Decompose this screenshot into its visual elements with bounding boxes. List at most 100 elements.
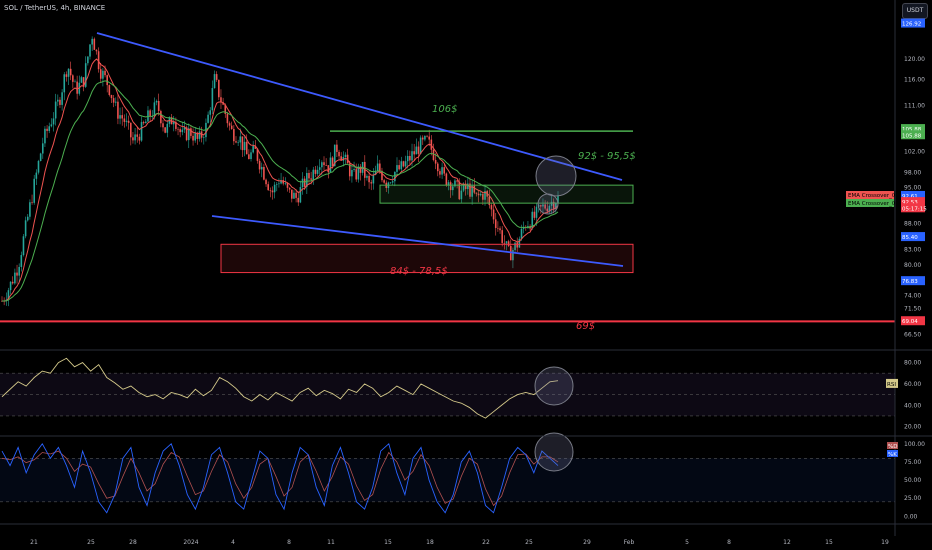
candle-body (273, 184, 276, 193)
candle-body (314, 169, 317, 174)
candle-body (267, 184, 269, 191)
candle-body (492, 209, 495, 220)
candle-body (467, 183, 469, 190)
stoch-d-line (1, 450, 559, 507)
candle-body (125, 120, 128, 122)
candle-body (76, 81, 78, 94)
candle-body (52, 118, 55, 125)
candle-body (299, 187, 302, 203)
candle-body (209, 110, 212, 115)
candle-body (187, 128, 190, 141)
candle-body (531, 211, 534, 229)
candle-body (243, 141, 246, 151)
candle-body (411, 151, 413, 161)
candle-body (239, 136, 242, 143)
candle-body (494, 219, 497, 228)
candle-body (389, 182, 392, 184)
candle-body (323, 162, 325, 166)
price-tag (901, 190, 925, 200)
candle-body (325, 165, 327, 166)
annotation-label: 92$ - 95,5$ (578, 151, 636, 162)
candle-body (123, 118, 126, 122)
candle-body (406, 155, 409, 162)
annotation-label: 84$ - 78,5$ (390, 266, 448, 277)
candle-body (424, 135, 426, 140)
candle-body (9, 281, 12, 291)
candle-body (376, 163, 379, 171)
candle-body (501, 230, 503, 243)
price-tag (901, 124, 925, 134)
candle-body (54, 101, 57, 119)
candle-body (177, 128, 179, 130)
candle-body (185, 127, 188, 141)
candle-body (359, 166, 362, 173)
candle-body (48, 126, 51, 131)
candle-body (295, 192, 297, 198)
candle-body (50, 124, 53, 127)
candle-body (138, 136, 141, 141)
rsi-tick-label: 20.00 (904, 424, 921, 431)
candle-body (499, 228, 501, 231)
currency-button[interactable]: USDT (902, 3, 928, 19)
candle-body (14, 272, 16, 284)
candle-body (220, 97, 222, 103)
candle-body (29, 202, 31, 217)
candle-body (449, 182, 452, 191)
candle-body (269, 190, 272, 191)
candle-body (288, 187, 291, 190)
candle-body (550, 201, 553, 206)
price-tick-label: 95.00 (904, 185, 921, 192)
candle-body (145, 121, 147, 124)
indicator-tag (846, 191, 894, 199)
candle-body (280, 180, 282, 184)
candle-body (16, 272, 18, 276)
candle-body (540, 205, 542, 207)
x-tick-label: 19 (881, 539, 889, 546)
stoch-band (0, 458, 895, 502)
price-tick-label: 116.00 (904, 77, 925, 84)
price-tag-label: 69.04 (902, 319, 918, 325)
candle-body (327, 165, 330, 173)
candle-body (297, 197, 300, 203)
candle-body (301, 178, 304, 188)
candle-body (308, 172, 310, 179)
candle-body (35, 172, 38, 179)
candle-body (46, 128, 48, 131)
x-tick-label: 25 (525, 539, 533, 546)
candle-body (248, 154, 250, 159)
candle-body (544, 204, 546, 209)
candle-body (93, 38, 96, 50)
candle-body (102, 70, 104, 79)
price-tag-label: 92.61 (902, 194, 918, 200)
candle-body (394, 171, 396, 182)
candle-body (520, 228, 523, 239)
price-tick-label: 120.00 (904, 56, 925, 63)
price-tag-label: 76.83 (902, 279, 918, 285)
candle-body (224, 104, 227, 114)
candle-body (80, 77, 83, 83)
candle-body (162, 123, 164, 128)
candle-body (303, 178, 306, 187)
price-tick-label: 83.00 (904, 246, 921, 253)
rsi-tick-label: 80.00 (904, 360, 921, 367)
price-tag-label: 92.53 (902, 200, 918, 206)
candle-body (419, 137, 422, 154)
candle-body (136, 134, 139, 137)
annotation-label: 106$ (432, 104, 457, 115)
candle-body (555, 203, 557, 209)
candle-body (421, 137, 424, 140)
candle-body (417, 146, 420, 154)
indicator-tag (846, 199, 894, 207)
price-tag-label: 85.40 (902, 235, 918, 241)
candle-body (11, 281, 14, 284)
price-tick-label: 71.50 (904, 306, 921, 313)
candle-body (245, 141, 248, 155)
candle-body (428, 136, 430, 140)
candle-body (233, 128, 235, 142)
candle-body (91, 38, 93, 45)
candle-body (432, 149, 435, 161)
x-tick-label: 4 (231, 539, 235, 546)
candle-body (458, 181, 461, 200)
candle-body (445, 173, 448, 186)
